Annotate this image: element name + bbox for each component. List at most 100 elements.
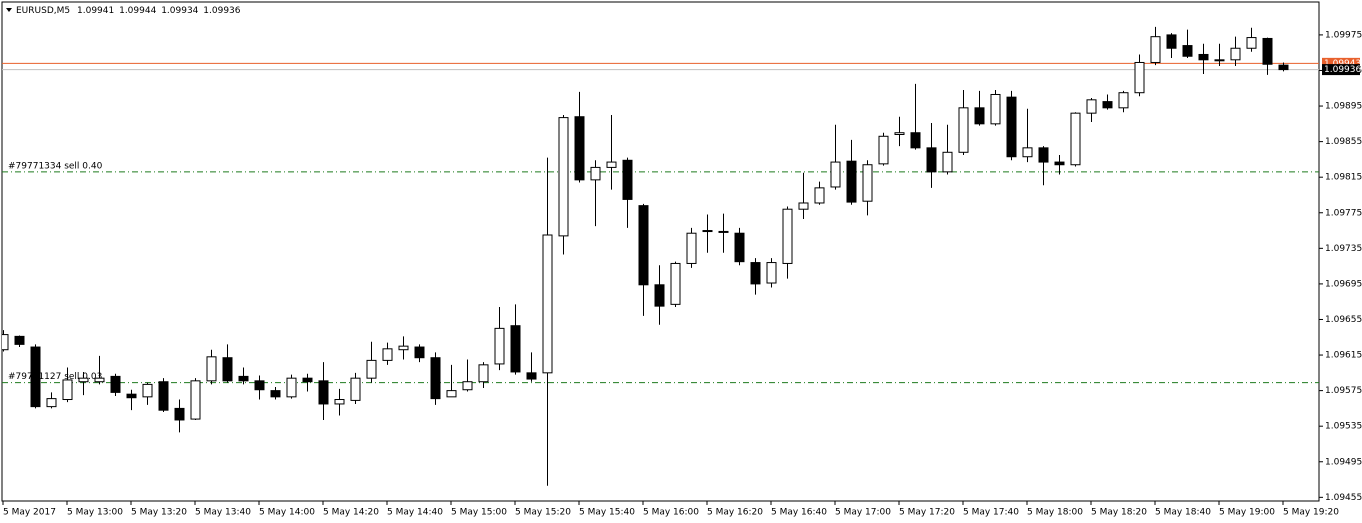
candle-body [1102,101,1113,109]
candle-body [526,372,537,380]
candle-body [414,346,425,359]
candle-body [1038,147,1049,163]
candle-body [702,230,713,233]
x-tick-label: 5 May 17:40 [963,508,1019,518]
x-tick-label: 5 May 16:20 [707,508,763,518]
order-label: #79771127 sell 0.03 [8,372,102,382]
candle-body [62,379,73,401]
candle-body [222,357,233,382]
candle-body [398,345,409,351]
candle-body [942,151,953,173]
y-tick-label: 1.09695 [1325,279,1362,289]
candle-body [974,107,985,125]
candle-body [830,161,841,188]
x-tick-label: 5 May 13:20 [131,508,187,518]
x-tick-label: 5 May 14:20 [323,508,379,518]
header-low: 1.09934 [161,6,198,16]
symbol: EURUSD,M5 [16,6,70,16]
chart-header: EURUSD,M5 1.09941 1.09944 1.09934 1.0993… [16,6,241,16]
x-tick-label: 5 May 15:00 [451,508,507,518]
y-tick-label: 1.09855 [1325,137,1362,147]
y-tick-label: 1.09775 [1325,208,1362,218]
candle-body [1150,36,1161,63]
candle-body [1262,37,1273,65]
candle-body [1086,99,1097,114]
price-badge-label: 1.09936 [1324,65,1361,75]
y-tick-label: 1.09975 [1325,30,1362,40]
order-label: #79771334 sell 0.40 [8,161,103,171]
candle-body [190,380,201,420]
x-tick-label: 5 May 18:40 [1155,508,1211,518]
x-tick-label: 5 May 2017 [3,508,56,518]
candle-body [590,166,601,181]
header-close: 1.09936 [203,6,240,16]
candle-body [558,117,569,237]
candle-body [350,377,361,401]
candle-body [926,147,937,173]
x-tick-label: 5 May 14:40 [387,508,443,518]
candle-body [1278,64,1289,71]
candle-body [494,327,505,365]
candle-body [958,107,969,153]
candle-body [366,359,377,379]
y-tick-label: 1.09815 [1325,173,1362,183]
candle-body [478,364,489,383]
candle-body [382,348,393,361]
candle-body [46,398,57,408]
x-tick-label: 5 May 16:00 [643,508,699,518]
y-tick-label: 1.09455 [1325,493,1362,503]
candle-body [462,381,473,391]
candle-body [302,377,313,383]
x-tick-label: 5 May 13:40 [195,508,251,518]
candle-body [1070,112,1081,166]
candle-body [910,132,921,149]
plot-area: #79771334 sell 0.40 #79771127 sell 0.03 [2,26,1319,486]
candle-body [862,164,873,202]
candle-body [2,334,9,351]
y-tick-label: 1.09575 [1325,386,1362,396]
candle-body [142,383,153,398]
candle-body [1198,53,1209,61]
candle-body [878,135,889,165]
candle-body [1246,37,1257,49]
x-tick-label: 5 May 13:00 [67,508,123,518]
x-tick-label: 5 May 18:00 [1027,508,1083,518]
candle-body [94,377,105,383]
candle-body [990,93,1001,125]
candle-body [1230,47,1241,61]
candle-body [126,393,137,399]
candle-body [750,262,761,285]
y-tick-label: 1.09655 [1325,315,1362,325]
candle-body [110,375,121,393]
header-arrow [6,8,12,12]
candle-body [174,407,185,421]
candle-body [846,160,857,203]
candle-body [638,205,649,286]
y-tick-label: 1.09535 [1325,422,1362,432]
candle-body [318,380,329,405]
candle-body [1134,61,1145,94]
candle-body [510,325,521,373]
candle-body [1022,147,1033,158]
candle-body [254,380,265,391]
candle-body [78,377,89,383]
y-tick-label: 1.09495 [1325,457,1362,467]
x-tick-label: 5 May 17:20 [899,508,955,518]
candle-body [782,208,793,264]
candle-body [734,232,745,263]
x-tick-label: 5 May 19:00 [1219,508,1275,518]
x-tick-label: 5 May 18:20 [1091,508,1147,518]
candle-body [270,390,281,398]
candle-body [1054,161,1065,166]
x-tick-label: 5 May 15:40 [579,508,635,518]
candle-body [1118,92,1129,109]
y-tick-label: 1.09615 [1325,351,1362,361]
x-tick-label: 5 May 16:40 [771,508,827,518]
candle-body [686,232,697,264]
y-tick-label: 1.09895 [1325,102,1362,112]
candle-body [158,381,169,411]
header-open: 1.09941 [77,6,114,16]
candle-body [606,161,617,168]
candle-body [718,230,729,233]
candle-body [238,375,249,382]
